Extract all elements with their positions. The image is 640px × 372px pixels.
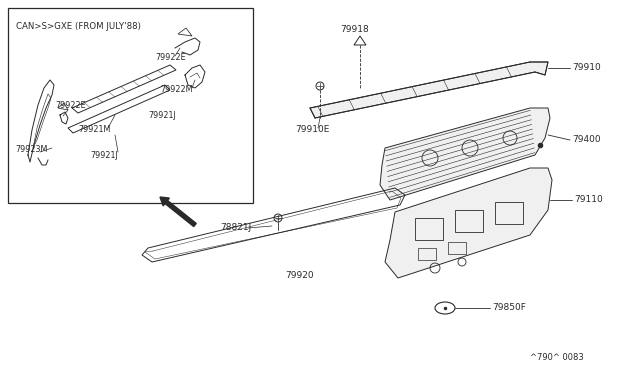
Polygon shape: [380, 108, 550, 200]
Text: 79400: 79400: [572, 135, 600, 144]
Polygon shape: [385, 168, 552, 278]
Text: 79850F: 79850F: [492, 304, 526, 312]
Bar: [455, 210, 483, 232]
Text: 79922E: 79922E: [155, 54, 186, 62]
Text: 79922M: 79922M: [160, 86, 193, 94]
Bar: [415, 218, 443, 240]
Bar: [495, 202, 523, 224]
Text: 79923M: 79923M: [15, 145, 47, 154]
Text: 79910: 79910: [572, 64, 601, 73]
Text: 79918: 79918: [340, 26, 369, 35]
Text: 79922E: 79922E: [55, 100, 86, 109]
Text: 79921J: 79921J: [90, 151, 118, 160]
Bar: [418, 248, 436, 260]
Text: 79920: 79920: [285, 270, 314, 279]
Bar: [448, 242, 466, 254]
FancyArrow shape: [160, 197, 196, 227]
Text: 79921M: 79921M: [78, 125, 110, 135]
Bar: [8, 8, 253, 203]
Text: CAN>S>GXE (FROM JULY'88): CAN>S>GXE (FROM JULY'88): [16, 22, 141, 31]
Text: 79921J: 79921J: [148, 110, 176, 119]
Polygon shape: [310, 62, 548, 118]
Text: 78821J: 78821J: [220, 224, 252, 232]
Text: 79110: 79110: [574, 196, 603, 205]
Text: ^790^ 0083: ^790^ 0083: [530, 353, 584, 362]
Text: 79910E: 79910E: [295, 125, 330, 135]
